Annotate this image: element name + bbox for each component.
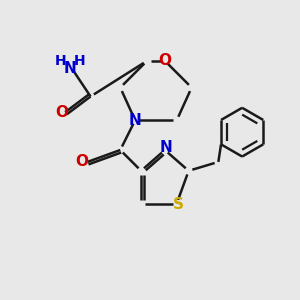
Text: O: O (76, 154, 89, 169)
Text: H: H (55, 54, 67, 68)
Text: N: N (160, 140, 173, 154)
Text: S: S (173, 197, 184, 212)
Text: N: N (64, 61, 77, 76)
Text: N: N (129, 113, 142, 128)
Text: H: H (74, 54, 85, 68)
Text: O: O (158, 53, 171, 68)
Text: O: O (55, 105, 68, 120)
